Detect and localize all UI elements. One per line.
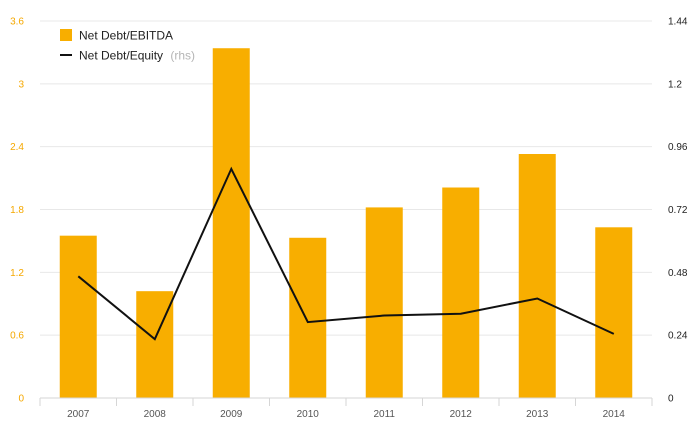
bar [289,237,327,398]
bar [212,48,250,398]
line-path [77,166,615,341]
gridlines [40,20,652,336]
y-right-tick-label: 0.48 [668,268,688,279]
y-left-tick-label: 0 [18,394,24,405]
y-right-tick-label: 0 [668,394,674,405]
y-left-tick-label: 3.6 [10,17,24,28]
legend-label-line: Net Debt/Equity (rhs) [79,49,195,63]
legend-label-line-suffix: (rhs) [170,49,195,63]
y-left-tick-label: 1.2 [10,268,24,279]
bar [595,227,633,398]
x-tick-label: 2014 [603,409,626,420]
y-right-tick-label: 0.96 [668,142,688,153]
x-tick-label: 2008 [144,409,167,420]
bar [59,235,97,398]
bar [518,153,556,398]
legend: Net Debt/EBITDA Net Debt/Equity (rhs) [60,29,195,63]
x-tick-label: 2009 [220,409,243,420]
legend-label-bar: Net Debt/EBITDA [79,29,173,43]
y-right-tick-label: 1.2 [668,79,682,90]
bar [365,207,403,398]
x-tick-label: 2013 [526,409,549,420]
bar [136,291,174,398]
bar-series [59,48,633,398]
y-left-tick-label: 3 [18,79,24,90]
legend-swatch-bar [60,29,72,41]
x-tick-label: 2010 [297,409,320,420]
x-tick-label: 2007 [67,409,90,420]
line-series [77,166,615,341]
axes: 0 0 0.6 0.24 1.2 0.48 1.8 0.72 2.4 0.96 3 1.2 3.6 1.4… [10,17,688,421]
x-tick-label: 2012 [450,409,473,420]
y-left-tick-label: 0.6 [10,331,24,342]
y-right-tick-label: 1.44 [668,17,688,28]
bar [442,187,480,398]
y-left-tick-label: 1.8 [10,205,24,216]
y-right-tick-label: 0.24 [668,331,688,342]
y-left-tick-label: 2.4 [10,142,24,153]
legend-label-line-name: Net Debt/Equity [79,49,163,63]
y-right-tick-label: 0.72 [668,205,688,216]
x-tick-label: 2011 [373,409,395,420]
